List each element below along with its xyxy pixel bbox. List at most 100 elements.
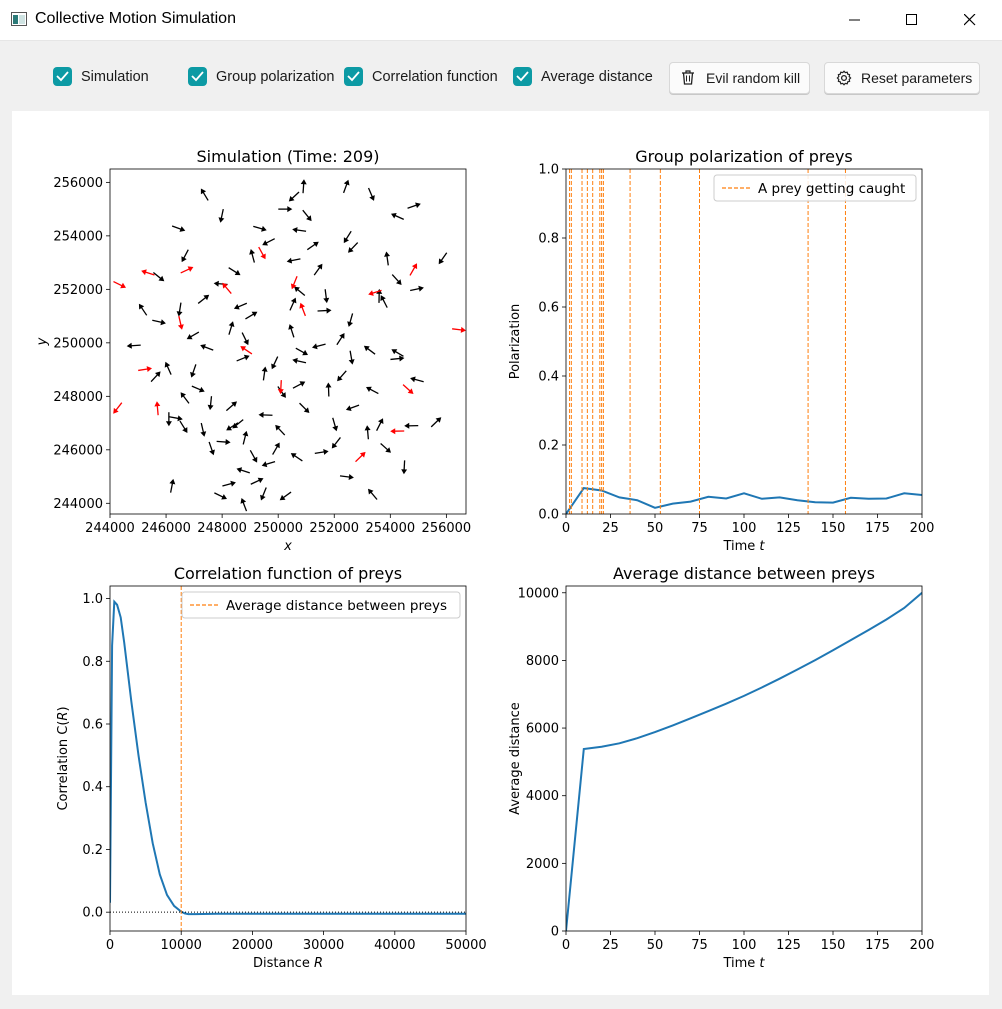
arrow-head	[288, 324, 294, 330]
y-tick-label: 254000	[53, 229, 103, 244]
arrow-head	[233, 304, 240, 310]
minimize-icon	[849, 19, 860, 21]
chart-title: Correlation function of preys	[174, 564, 402, 583]
button-label: Evil random kill	[706, 70, 801, 86]
arrow-head	[213, 280, 219, 287]
maximize-button[interactable]	[889, 0, 935, 40]
simulation-checkbox[interactable]: Simulation	[53, 66, 153, 90]
predator-arrow	[138, 366, 152, 372]
checkbox-checked[interactable]	[53, 67, 72, 86]
chart-title: Average distance between preys	[613, 564, 875, 583]
check-icon	[56, 71, 69, 82]
predator-arrow	[222, 282, 232, 294]
prey-arrow	[325, 382, 332, 397]
plot-area	[113, 179, 466, 512]
y-tick-label: 0.6	[82, 718, 103, 733]
prey-arrow	[292, 381, 306, 389]
arrow-head	[154, 401, 161, 407]
prey-arrow	[165, 412, 172, 427]
prey-arrow	[288, 324, 295, 338]
group-polarization-checkbox[interactable]: Group polarization	[188, 66, 336, 90]
arrow-head	[243, 354, 250, 361]
checkbox-checked[interactable]	[344, 67, 363, 86]
prey-arrow	[391, 274, 402, 285]
arrow-head	[299, 381, 306, 387]
y-tick-label: 0.6	[538, 301, 559, 316]
reset-parameters-button[interactable]: Reset parameters	[824, 62, 980, 94]
arrow-head	[221, 494, 227, 500]
x-tick-label: 175	[865, 938, 890, 953]
prey-arrow	[253, 225, 267, 232]
prey-arrow	[250, 477, 264, 485]
arrow-head	[222, 282, 228, 289]
arrow-head	[290, 297, 297, 304]
series-line	[566, 487, 922, 514]
prey-arrow	[366, 386, 379, 395]
arrow-head	[257, 477, 264, 484]
arrow-head	[368, 290, 374, 296]
arrow-head	[287, 206, 293, 213]
predator-arrow	[258, 246, 266, 260]
arrow-head	[292, 227, 298, 233]
arrow-head	[306, 215, 312, 222]
prey-arrow	[407, 202, 421, 209]
legend-label: A prey getting caught	[758, 181, 905, 197]
predator-arrow	[452, 326, 466, 333]
arrow-head	[274, 442, 280, 449]
checkbox-checked[interactable]	[188, 67, 207, 86]
arrow-head	[160, 319, 166, 326]
arrow-head	[141, 269, 147, 276]
arrow-head	[391, 349, 398, 355]
prey-arrow	[236, 354, 250, 362]
prey-arrow	[404, 422, 419, 429]
prey-arrow	[236, 467, 250, 474]
correlation-function-checkbox[interactable]: Correlation function	[344, 66, 500, 90]
x-tick-label: 252000	[309, 521, 359, 536]
check-icon	[347, 71, 360, 82]
chart-1: Simulation (Time: 209) 244000 246000 248000…	[53, 147, 471, 536]
arrow-head	[385, 447, 391, 453]
arrow-head	[312, 343, 318, 350]
arrow-head	[113, 407, 119, 414]
prey-arrow	[295, 347, 308, 356]
evil-random-kill-button[interactable]: Evil random kill	[669, 62, 810, 94]
prey-arrow	[430, 417, 442, 428]
y-axis-label: Average distance	[508, 702, 523, 815]
arrow-head	[294, 286, 300, 293]
close-icon	[964, 14, 976, 26]
arrow-head	[230, 480, 236, 487]
prey-arrow	[207, 396, 214, 411]
prey-arrow	[380, 442, 391, 453]
arrow-head	[179, 226, 186, 232]
prey-arrow	[249, 249, 256, 263]
arrow-head	[331, 442, 338, 449]
arrow-head	[384, 251, 390, 257]
minimize-button[interactable]	[832, 0, 878, 40]
x-axis-label: x	[283, 539, 292, 554]
prey-arrow	[152, 319, 166, 326]
prey-arrow	[345, 404, 360, 411]
arrow-head	[280, 392, 286, 398]
average-distance-checkbox[interactable]: Average distance	[513, 66, 653, 90]
arrow-head	[438, 258, 444, 265]
checkbox-checked[interactable]	[513, 67, 532, 86]
close-button[interactable]	[947, 0, 993, 40]
arrow-head	[252, 456, 258, 463]
arrow-head	[165, 421, 172, 427]
prey-arrow	[271, 356, 279, 370]
arrow-head	[209, 449, 215, 456]
prey-arrow	[150, 371, 161, 383]
arrow-head	[343, 179, 350, 186]
predator-arrow	[277, 380, 284, 395]
legend-box	[713, 174, 917, 202]
prey-arrow	[186, 331, 200, 340]
arrow-head	[177, 324, 184, 330]
arrow-head	[182, 427, 188, 433]
y-tick-label: 0	[551, 925, 559, 940]
predator-arrow	[299, 302, 306, 317]
arrow-head	[369, 195, 375, 201]
arrow-head	[187, 266, 194, 272]
arrow-head	[348, 474, 354, 480]
arrow-head	[158, 275, 165, 282]
x-axis-label: Time t	[722, 956, 765, 971]
